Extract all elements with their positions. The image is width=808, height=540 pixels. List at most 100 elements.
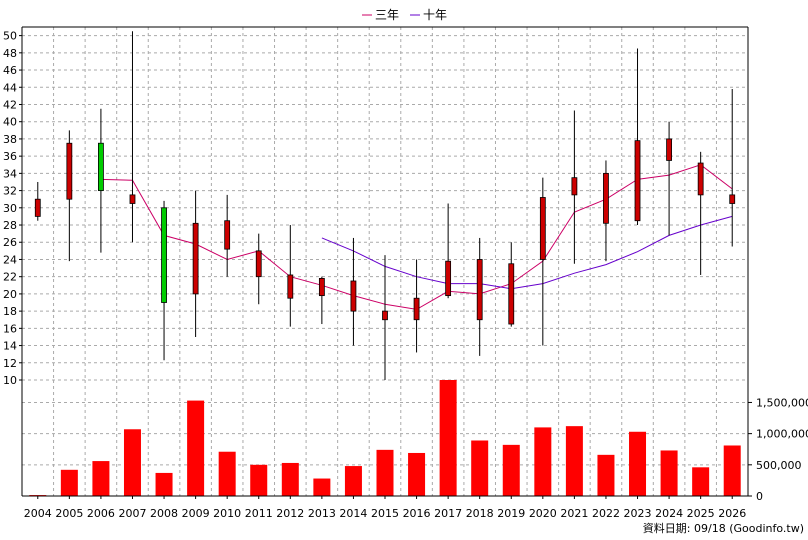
candle-body — [603, 172, 609, 224]
price-panel-frame — [21, 26, 749, 380]
volume-bar — [597, 454, 615, 496]
x-tick-label: 2023 — [624, 507, 652, 520]
price-tick-label: 24 — [3, 253, 17, 266]
candle-body — [34, 198, 41, 217]
volume-bar — [534, 427, 552, 496]
volume-bar — [250, 464, 268, 496]
candle-body — [697, 162, 704, 196]
volume-bars — [29, 380, 741, 496]
candle-body — [729, 194, 736, 204]
volume-bar — [92, 461, 110, 496]
volume-bar — [660, 450, 678, 496]
price-tick-label: 32 — [3, 185, 17, 198]
volume-tick-label: 0 — [756, 490, 763, 503]
volume-bar — [281, 462, 299, 496]
x-tick-label: 2025 — [687, 507, 715, 520]
volume-bar — [408, 452, 426, 496]
price-tick-label: 22 — [3, 271, 17, 284]
x-tick-label: 2022 — [592, 507, 620, 520]
price-tick-label: 28 — [3, 219, 17, 232]
x-tick-label: 2012 — [276, 507, 304, 520]
volume-bar — [723, 445, 741, 496]
candle-body — [255, 250, 262, 278]
x-tick-label: 2013 — [308, 507, 336, 520]
price-tick-label: 26 — [3, 236, 17, 249]
candle-body — [98, 142, 104, 191]
volume-bar — [502, 444, 520, 496]
price-tick-label: 50 — [3, 30, 17, 43]
candle-body — [161, 207, 167, 303]
volume-bar — [565, 426, 583, 496]
price-tick-label: 16 — [3, 322, 17, 335]
x-tick-label: 2014 — [339, 507, 367, 520]
x-tick-label: 2011 — [245, 507, 273, 520]
x-tick-label: 2026 — [718, 507, 746, 520]
candle-body — [318, 278, 325, 297]
volume-bar — [313, 478, 331, 496]
volume-bar — [344, 466, 362, 496]
x-tick-label: 2019 — [497, 507, 525, 520]
volume-bar — [376, 449, 394, 496]
volume-bar — [187, 400, 205, 496]
price-tick-label: 48 — [3, 47, 17, 60]
x-axis: 2004 2005 2006 2007 2008 2009 2010 2011 2012 2013… — [24, 496, 746, 520]
price-tick-label: 30 — [3, 202, 17, 215]
volume-axis: 0 500,000 1,000,000 1,500,000 — [21, 380, 808, 503]
candle-body — [508, 263, 515, 325]
candle-body — [571, 177, 578, 196]
volume-bar — [155, 472, 173, 496]
chart-legend: 三年 十年 — [362, 8, 447, 22]
price-tick-label: 10 — [3, 374, 17, 387]
legend-label-2: 十年 — [423, 8, 447, 22]
data-date-note: 資料日期: 09/18 (Goodinfo.tw) — [643, 521, 804, 535]
candle-body — [129, 194, 136, 204]
x-tick-label: 2020 — [529, 507, 557, 520]
x-tick-label: 2015 — [371, 507, 399, 520]
series-line-2 — [321, 215, 733, 290]
volume-tick-label: 1,000,000 — [756, 428, 808, 441]
candle-body — [382, 310, 388, 321]
x-tick-label: 2004 — [24, 507, 52, 520]
price-tick-label: 12 — [3, 357, 17, 370]
candle-body — [192, 222, 199, 295]
x-tick-label: 2007 — [118, 507, 146, 520]
volume-bar — [60, 469, 78, 496]
x-tick-label: 2008 — [150, 507, 178, 520]
candle-body — [476, 259, 483, 321]
volume-bar — [692, 467, 710, 496]
x-tick-label: 2010 — [213, 507, 241, 520]
x-tick-label: 2021 — [560, 507, 588, 520]
price-tick-label: 46 — [3, 64, 17, 77]
volume-bar — [218, 451, 236, 496]
x-tick-label: 2006 — [87, 507, 115, 520]
candle-body — [350, 280, 357, 312]
candle-body — [445, 260, 452, 297]
volume-tick-label: 1,500,000 — [756, 396, 808, 409]
candle-body — [224, 220, 231, 250]
volume-bar — [471, 440, 489, 496]
legend-label-1: 三年 — [375, 8, 399, 22]
candle-body — [539, 197, 546, 260]
price-tick-label: 36 — [3, 150, 17, 163]
candle-body — [66, 142, 73, 200]
x-tick-label: 2016 — [403, 507, 431, 520]
price-tick-label: 14 — [3, 340, 17, 353]
price-tick-label: 44 — [3, 81, 17, 94]
price-tick-label: 34 — [3, 167, 17, 180]
price-tick-label: 20 — [3, 288, 17, 301]
candle-body — [634, 140, 641, 222]
x-tick-label: 2005 — [55, 507, 83, 520]
price-tick-label: 38 — [3, 133, 17, 146]
candle-body — [413, 297, 420, 321]
x-tick-label: 2009 — [182, 507, 210, 520]
x-tick-label: 2017 — [434, 507, 462, 520]
candlesticks — [34, 31, 736, 380]
price-tick-label: 40 — [3, 116, 17, 129]
x-tick-label: 2018 — [466, 507, 494, 520]
volume-bar — [629, 431, 647, 496]
volume-bar — [123, 429, 141, 496]
volume-bar — [439, 380, 457, 496]
x-tick-label: 2024 — [655, 507, 683, 520]
price-tick-label: 18 — [3, 305, 17, 318]
